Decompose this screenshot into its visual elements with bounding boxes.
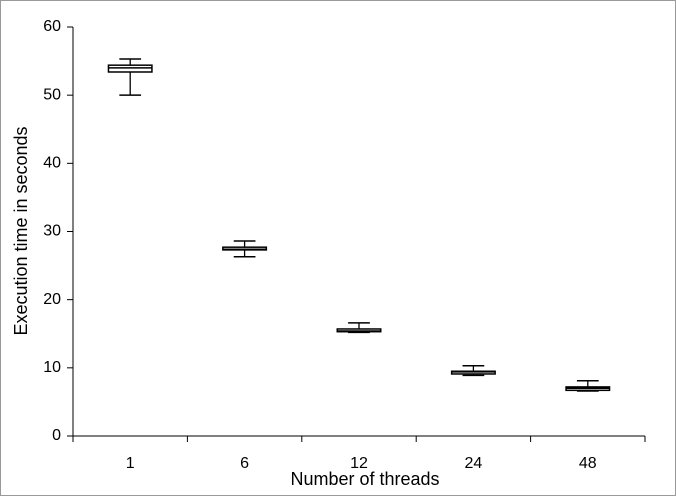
x-tick-label: 12	[350, 455, 368, 472]
x-tick-label: 48	[579, 455, 597, 472]
y-axis-label: Execution time in seconds	[11, 126, 31, 335]
y-tick-label: 10	[43, 359, 61, 376]
y-tick-label: 60	[43, 18, 61, 35]
y-tick-label: 0	[52, 427, 61, 444]
x-tick-label: 24	[465, 455, 483, 472]
y-tick-label: 20	[43, 291, 61, 308]
y-tick-label: 40	[43, 155, 61, 172]
x-tick-label: 6	[240, 455, 249, 472]
x-tick-label: 1	[126, 455, 135, 472]
x-axis-label: Number of threads	[290, 469, 439, 489]
y-tick-label: 50	[43, 86, 61, 103]
y-tick-label: 30	[43, 223, 61, 240]
